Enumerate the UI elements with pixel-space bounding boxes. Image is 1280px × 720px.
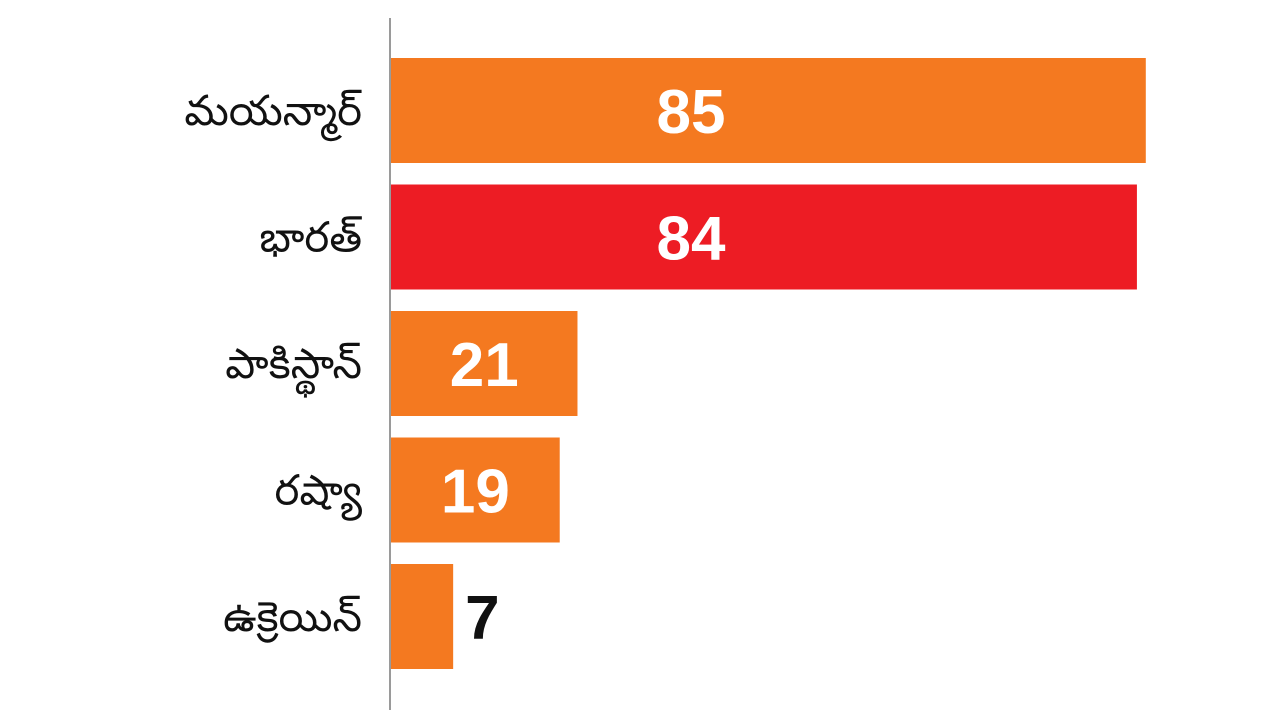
- value-label: 19: [441, 458, 510, 527]
- bar: [391, 311, 578, 416]
- bar: [391, 58, 1146, 163]
- category-label: మయన్మార్: [184, 86, 362, 142]
- bar: [391, 437, 560, 543]
- category-label: భారత్: [259, 213, 362, 262]
- value-label: 7: [465, 584, 499, 653]
- bar: [391, 564, 454, 669]
- bar: [391, 184, 1137, 290]
- value-label: 85: [657, 78, 726, 147]
- category-label: రష్యా: [275, 466, 363, 522]
- value-label: 84: [657, 205, 726, 274]
- category-label: పాకిస్థాన్: [225, 339, 362, 398]
- value-label: 21: [450, 331, 519, 400]
- category-label: ఉక్రెయిన్: [223, 592, 362, 643]
